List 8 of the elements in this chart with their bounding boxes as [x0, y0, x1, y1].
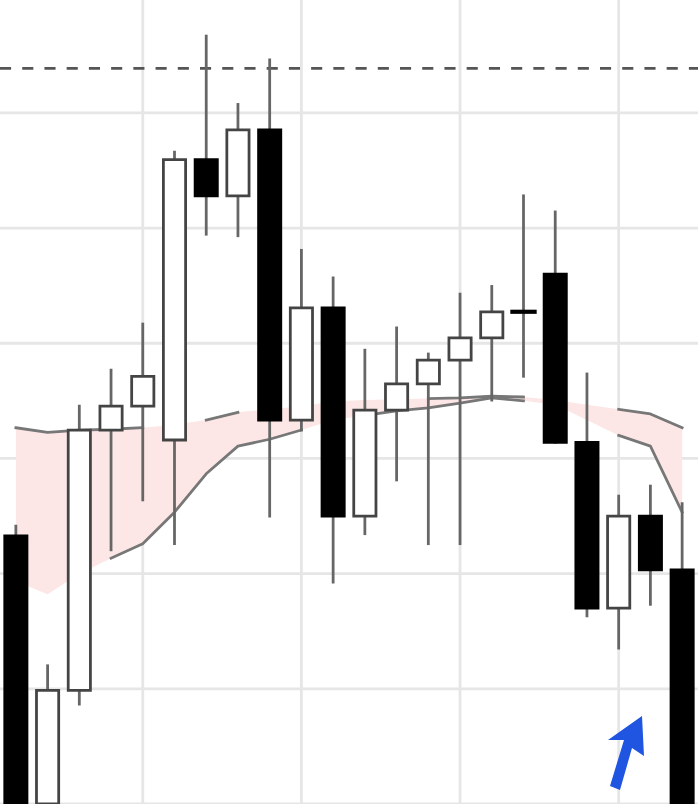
candlestick — [384, 326, 410, 482]
candlestick — [130, 322, 156, 502]
candlestick — [479, 285, 505, 402]
candlestick — [510, 194, 537, 378]
candlestick — [98, 368, 124, 552]
candlestick — [447, 292, 473, 546]
candlestick — [415, 352, 441, 546]
candlestick — [193, 34, 219, 236]
